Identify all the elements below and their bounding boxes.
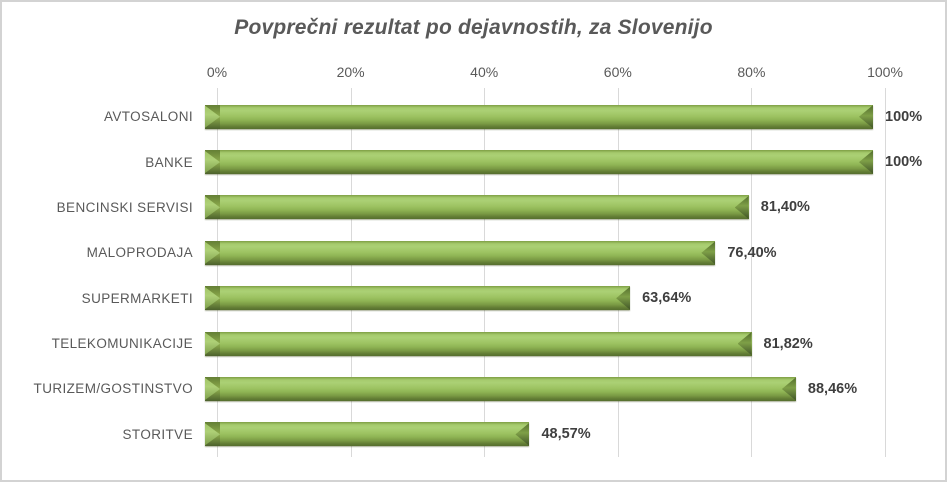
bar-row: TURIZEM/GOSTINSTVO 88,46% <box>2 366 885 411</box>
bar-left-bevel <box>205 331 220 356</box>
bar <box>205 195 749 220</box>
bar <box>205 376 796 401</box>
bar-cell: 63,64% <box>205 276 885 321</box>
bar-left-bevel <box>205 195 220 220</box>
bar-right-bevel <box>701 241 716 265</box>
bar-cell: 81,82% <box>205 321 885 366</box>
bar-row: AVTOSALONI 100% <box>2 94 922 139</box>
bar <box>205 286 631 311</box>
value-label: 63,64% <box>642 290 692 307</box>
x-axis: 0% 20% 40% 60% 80% 100% <box>207 64 903 82</box>
category-label: AVTOSALONI <box>103 109 193 125</box>
gridline <box>617 88 619 457</box>
x-axis-tick: 60% <box>603 64 632 80</box>
value-label: 100% <box>885 154 923 171</box>
category-label: TURIZEM/GOSTINSTVO <box>33 381 193 397</box>
x-axis-tick: 40% <box>470 64 499 80</box>
bar-cell: 48,57% <box>205 412 885 457</box>
bar-left-bevel <box>205 104 220 129</box>
bar-cell: 76,40% <box>205 230 885 275</box>
gridlines <box>217 88 886 457</box>
bar-row: BANKE 100% <box>2 139 922 184</box>
x-axis-tick: 80% <box>737 64 766 80</box>
bar-left-bevel <box>205 286 220 311</box>
bar-rows: AVTOSALONI 100% BANKE 100% BENCINSKI SERVISI… <box>2 94 922 457</box>
bar-row: STORITVE 48,57% <box>2 412 885 457</box>
bar-right-bevel <box>859 105 873 129</box>
x-axis-tick: 100% <box>867 64 903 80</box>
bar <box>205 331 752 356</box>
bar-cell: 88,46% <box>205 366 885 411</box>
bar-right-bevel <box>734 195 749 219</box>
bar-right-bevel <box>616 286 631 310</box>
x-axis-tick: 20% <box>336 64 365 80</box>
category-label: TELEKOMUNIKACIJE <box>51 336 193 352</box>
category-label: SUPERMARKETI <box>81 290 193 306</box>
value-label: 81,40% <box>760 199 810 216</box>
value-label: 81,82% <box>763 335 813 352</box>
bar-row: SUPERMARKETI 63,64% <box>2 276 885 321</box>
bar <box>205 422 530 447</box>
bar-cell: 100% <box>205 94 922 139</box>
bar-left-bevel <box>205 150 220 175</box>
value-label: 88,46% <box>807 380 858 397</box>
bar-row: BENCINSKI SERVISI 81,40% <box>2 185 885 230</box>
bar-row: TELEKOMUNIKACIJE 81,82% <box>2 321 885 366</box>
bar-right-bevel <box>859 150 873 174</box>
category-label: STORITVE <box>122 426 193 442</box>
gridline <box>217 88 218 457</box>
bar-right-bevel <box>737 332 752 356</box>
bar-right-bevel <box>515 422 530 446</box>
bar-left-bevel <box>205 422 220 447</box>
bar-left-bevel <box>205 240 220 265</box>
chart-title: Povprečni rezultat po dejavnostih, za Sl… <box>234 16 713 39</box>
bar <box>205 104 873 129</box>
value-label: 76,40% <box>727 244 777 261</box>
bar-right-bevel <box>781 377 796 401</box>
gridline <box>350 88 352 457</box>
value-label: 48,57% <box>541 426 591 443</box>
gridline <box>885 88 886 457</box>
gridline <box>751 88 753 457</box>
bar-left-bevel <box>205 376 220 401</box>
category-label: BENCINSKI SERVISI <box>56 199 193 215</box>
bar-cell: 81,40% <box>205 185 885 230</box>
bar <box>205 150 873 175</box>
gridline <box>484 88 486 457</box>
bar-cell: 100% <box>205 139 922 184</box>
category-label: BANKE <box>145 154 193 170</box>
category-label: MALOPRODAJA <box>86 245 193 261</box>
bar-row: MALOPRODAJA 76,40% <box>2 230 885 275</box>
bar <box>205 240 716 265</box>
x-axis-tick: 0% <box>206 64 228 80</box>
value-label: 100% <box>885 108 923 125</box>
